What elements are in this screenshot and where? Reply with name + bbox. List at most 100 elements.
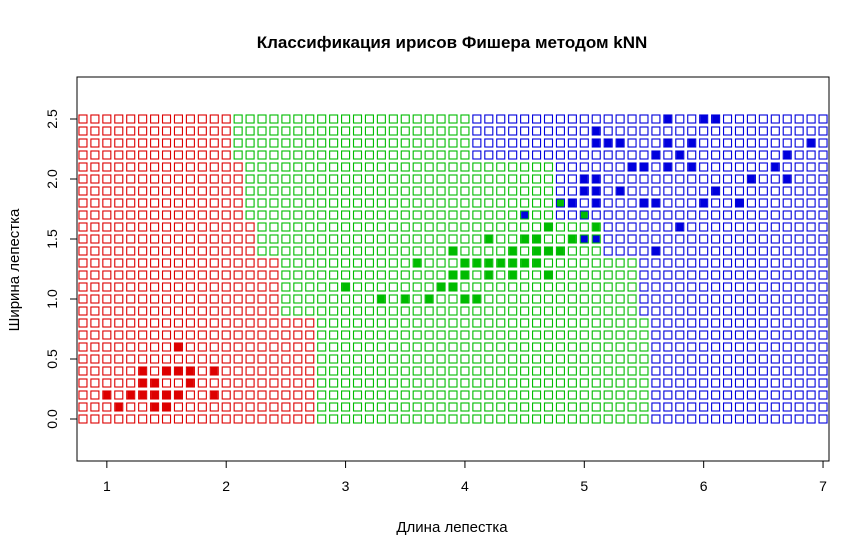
grid-cell-virginica [818, 414, 828, 424]
grid-cell-virginica [699, 138, 709, 148]
grid-cell-virginica [734, 414, 745, 424]
grid-cell-virginica [758, 402, 768, 412]
grid-cell-setosa [257, 318, 267, 328]
grid-cell-versicolor [329, 246, 339, 256]
grid-cell-virginica [722, 306, 733, 316]
grid-cell-virginica [722, 222, 733, 232]
grid-cell-versicolor [412, 126, 422, 136]
grid-cell-virginica [675, 246, 685, 256]
grid-cell-setosa [114, 366, 124, 376]
grid-cell-versicolor [424, 306, 434, 316]
grid-cell-versicolor [555, 414, 565, 424]
grid-cell-versicolor [341, 366, 351, 376]
grid-cell-virginica [675, 378, 685, 388]
grid-cell-versicolor [317, 378, 327, 388]
grid-cell-virginica [711, 294, 721, 304]
grid-cell-virginica [687, 162, 697, 172]
grid-cell-setosa [138, 366, 148, 376]
grid-cell-virginica [818, 114, 828, 124]
grid-cell-setosa [90, 198, 100, 208]
grid-cell-virginica [818, 402, 828, 412]
grid-cell-versicolor [555, 354, 565, 364]
grid-cell-versicolor [317, 198, 327, 208]
grid-cell-setosa [138, 294, 148, 304]
grid-cell-versicolor [376, 342, 386, 352]
grid-cell-setosa [221, 198, 231, 208]
grid-cell-virginica [675, 390, 685, 400]
grid-cell-virginica [746, 246, 756, 256]
point-virginica [592, 235, 600, 243]
grid-cell-versicolor [567, 246, 577, 256]
grid-cell-virginica [770, 390, 780, 400]
grid-cell-setosa [78, 390, 88, 400]
grid-cell-virginica [746, 114, 756, 124]
grid-cell-setosa [90, 186, 100, 196]
grid-cell-virginica [746, 414, 756, 424]
grid-cell-versicolor [424, 234, 434, 244]
grid-cell-setosa [126, 294, 136, 304]
grid-cell-versicolor [376, 354, 386, 364]
grid-cell-versicolor [591, 294, 601, 304]
grid-cell-setosa [233, 258, 243, 268]
grid-cell-virginica [675, 402, 685, 412]
grid-cell-setosa [102, 174, 112, 184]
grid-cell-setosa [209, 342, 219, 352]
grid-cell-versicolor [567, 414, 577, 424]
grid-cell-versicolor [233, 126, 243, 136]
grid-cell-versicolor [400, 126, 410, 136]
grid-cell-versicolor [329, 258, 339, 268]
grid-cell-versicolor [400, 306, 410, 316]
grid-cell-setosa [78, 402, 88, 412]
grid-cell-versicolor [448, 390, 458, 400]
grid-cell-virginica [722, 282, 733, 292]
grid-cell-versicolor [317, 330, 327, 340]
grid-cell-setosa [305, 342, 315, 352]
grid-cell-versicolor [364, 414, 374, 424]
grid-cell-setosa [281, 330, 291, 340]
grid-cell-virginica [651, 414, 661, 424]
grid-cell-virginica [687, 138, 697, 148]
grid-cell-versicolor [412, 222, 422, 232]
grid-cell-versicolor [472, 270, 482, 280]
grid-cell-versicolor [245, 174, 255, 184]
grid-cell-versicolor [508, 294, 518, 304]
grid-cell-versicolor [400, 222, 410, 232]
grid-cell-versicolor [448, 342, 458, 352]
grid-cell-setosa [245, 246, 255, 256]
grid-cell-setosa [114, 270, 124, 280]
grid-cell-versicolor [329, 390, 339, 400]
grid-cell-virginica [675, 330, 685, 340]
grid-cell-versicolor [603, 414, 613, 424]
grid-cell-setosa [293, 342, 303, 352]
grid-cell-setosa [138, 378, 148, 388]
grid-cell-virginica [746, 402, 756, 412]
grid-cell-virginica [567, 198, 577, 208]
grid-cell-versicolor [317, 318, 327, 328]
grid-cell-versicolor [496, 234, 506, 244]
grid-cell-setosa [161, 222, 172, 232]
grid-cell-virginica [699, 162, 709, 172]
grid-cell-virginica [663, 318, 673, 328]
point-versicolor [449, 283, 457, 291]
grid-cell-virginica [687, 414, 697, 424]
grid-cell-versicolor [424, 222, 434, 232]
grid-cell-virginica [639, 162, 649, 172]
grid-cell-virginica [472, 138, 482, 148]
point-versicolor [473, 295, 481, 303]
point-versicolor [521, 259, 529, 267]
grid-cell-setosa [209, 366, 219, 376]
grid-cell-versicolor [567, 390, 577, 400]
grid-cell-setosa [102, 114, 112, 124]
grid-cell-setosa [173, 306, 184, 316]
grid-cell-versicolor [376, 174, 386, 184]
grid-cell-setosa [209, 234, 219, 244]
grid-cell-setosa [78, 294, 88, 304]
grid-cell-virginica [746, 270, 756, 280]
grid-cell-versicolor [364, 198, 374, 208]
grid-cell-setosa [78, 306, 88, 316]
grid-cell-virginica [758, 342, 768, 352]
grid-cell-versicolor [424, 114, 434, 124]
grid-cell-versicolor [317, 162, 327, 172]
grid-cell-versicolor [352, 222, 363, 232]
grid-cell-virginica [770, 378, 780, 388]
